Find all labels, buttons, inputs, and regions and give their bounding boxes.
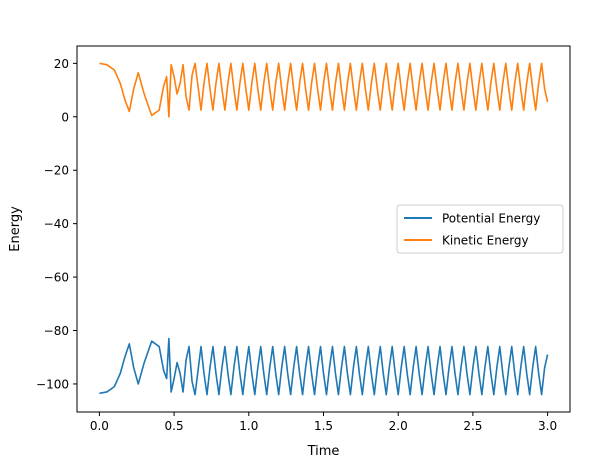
y-tick-label: 20: [54, 57, 69, 71]
x-tick-label: 2.0: [389, 419, 408, 433]
series-line-kinetic-energy: [99, 62, 549, 118]
x-axis-label: Time: [307, 444, 340, 459]
x-tick-label: 1.0: [239, 419, 258, 433]
y-axis-ticks: −100 −80 −60 −40 −20 0 20: [36, 57, 77, 391]
y-tick-label: −60: [44, 271, 69, 285]
legend: Potential Energy Kinetic Energy: [396, 204, 564, 254]
x-tick-label: 2.5: [463, 419, 482, 433]
axes-frame: [76, 45, 571, 413]
y-tick-label: −100: [36, 377, 69, 391]
y-axis-label: Energy: [8, 206, 23, 252]
legend-label-potential-energy: Potential Energy: [442, 212, 540, 226]
plot-area: [99, 62, 549, 396]
x-tick-label: 1.5: [314, 419, 333, 433]
x-tick-label: 0.0: [90, 419, 109, 433]
legend-box: [396, 204, 564, 254]
y-tick-label: −20: [44, 164, 69, 178]
x-axis-ticks: 0.0 0.5 1.0 1.5 2.0 2.5 3.0: [90, 412, 557, 433]
y-tick-label: 0: [61, 110, 69, 124]
y-tick-label: −80: [44, 324, 69, 338]
x-tick-label: 0.5: [165, 419, 184, 433]
legend-label-kinetic-energy: Kinetic Energy: [442, 234, 529, 248]
series-line-potential-energy: [99, 337, 549, 396]
y-tick-label: −40: [44, 217, 69, 231]
x-tick-label: 3.0: [538, 419, 557, 433]
